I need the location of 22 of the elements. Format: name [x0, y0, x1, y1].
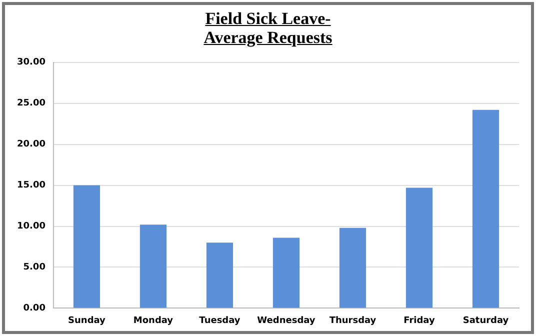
y-tick-label: 30.00: [17, 58, 46, 68]
x-tick-label: Sunday: [68, 316, 106, 326]
x-tick-label: Tuesday: [199, 316, 240, 326]
y-tick-label: 15.00: [17, 180, 46, 191]
x-tick-label: Saturday: [462, 316, 509, 326]
y-tick-label: 0.00: [23, 304, 46, 314]
x-tick-label: Thursday: [329, 316, 376, 326]
bar: [206, 242, 234, 308]
bar: [140, 224, 167, 308]
x-tick-label: Friday: [404, 316, 435, 326]
y-tick-label: 10.00: [17, 222, 46, 232]
bar: [406, 188, 433, 308]
chart-title: Field Sick Leave- Average Requests: [202, 9, 334, 47]
bar: [339, 228, 366, 308]
bar: [472, 110, 500, 308]
x-tick-label: Monday: [133, 316, 174, 326]
bar: [272, 238, 300, 308]
y-tick-label: 25.00: [17, 98, 46, 109]
x-tick-label: Wednesday: [257, 316, 316, 326]
y-tick-label: 5.00: [23, 262, 46, 273]
y-tick-label: 20.00: [17, 140, 46, 150]
bar: [73, 185, 100, 308]
